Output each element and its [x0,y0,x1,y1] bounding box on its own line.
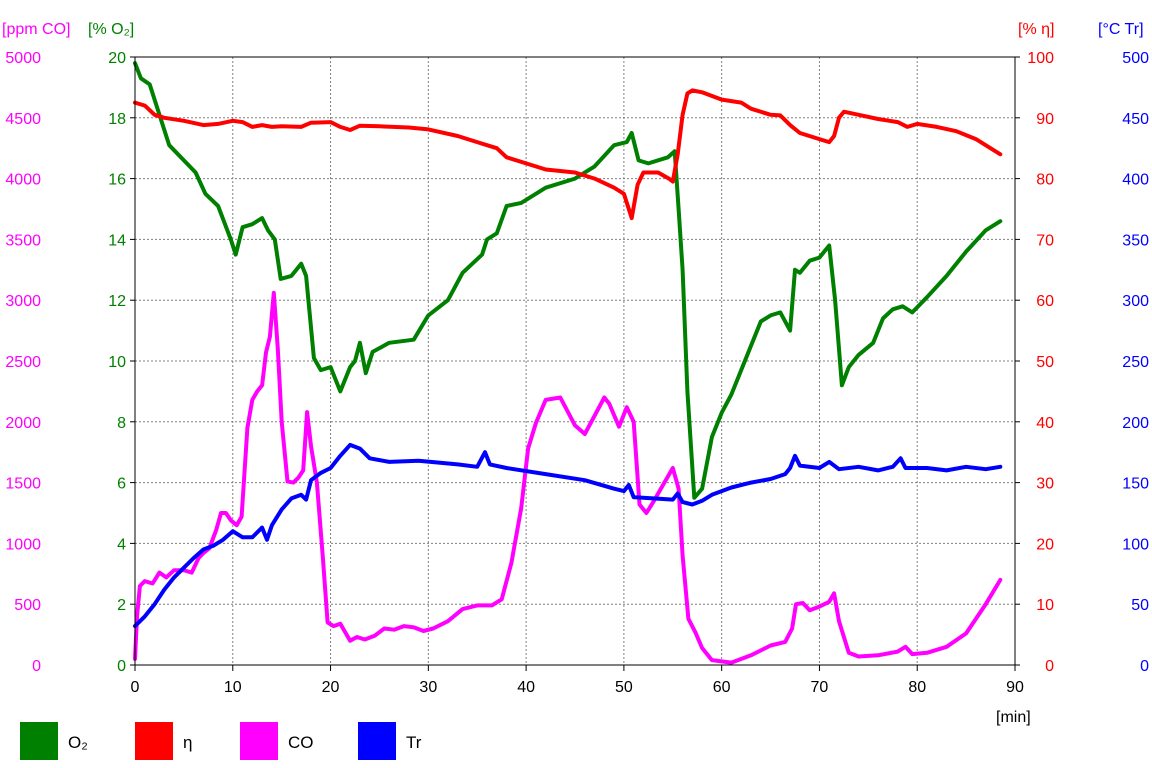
legend-swatch-co [240,722,278,760]
legend-swatch-o2 [20,722,58,760]
x-axis-label: [min] [996,709,1031,726]
series-line-eta [133,88,1003,221]
tr-tick-label: 50 [1131,597,1149,614]
x-tick-label: 60 [713,679,731,696]
series-line-tr [133,442,1003,629]
co-tick-label: 1000 [5,536,41,553]
eta-tick-label: 80 [1036,172,1054,189]
x-tick-label: 30 [419,679,437,696]
o2-tick-label: 12 [108,293,126,310]
x-tick-label: 0 [131,679,140,696]
eta-tick-label: 40 [1036,415,1054,432]
co-tick-label: 5000 [5,50,41,67]
tr-tick-label: 150 [1122,476,1149,493]
eta-axis-label: [% η] [1018,21,1054,38]
o2-tick-label: 6 [117,476,126,493]
legend-label-tr: Tr [406,733,422,752]
co-tick-label: 2500 [5,354,41,371]
o2-tick-label: 14 [108,232,126,249]
o2-tick-label: 0 [117,658,126,675]
axes-layer [130,56,1020,671]
x-tick-label: 80 [908,679,926,696]
eta-tick-label: 20 [1036,536,1054,553]
x-tick-label: 10 [224,679,242,696]
co-tick-label: 3000 [5,293,41,310]
co-tick-label: 500 [14,597,41,614]
legend-swatch-eta [135,722,173,760]
x-tick-label: 50 [615,679,633,696]
x-tick-label: 20 [322,679,340,696]
o2-tick-label: 2 [117,597,126,614]
co-tick-label: 1500 [5,476,41,493]
legend: O₂ η CO Tr [20,722,422,760]
series-layer [133,61,1003,665]
legend-label-co: CO [288,733,314,752]
tick-labels: 0 10 20 30 40 50 60 70 80 90050010001500200025003… [5,50,1149,696]
legend-label-o2: O₂ [68,733,88,752]
o2-tick-label: 10 [108,354,126,371]
tr-tick-label: 450 [1122,111,1149,128]
tr-tick-label: 400 [1122,172,1149,189]
x-tick-label: 70 [811,679,829,696]
x-tick-label: 40 [517,679,535,696]
series-line-co [133,290,1003,665]
tr-axis-label: [°C Tr] [1098,21,1144,38]
o2-tick-label: 16 [108,172,126,189]
eta-tick-label: 70 [1036,232,1054,249]
o2-tick-label: 8 [117,415,126,432]
co-tick-label: 3500 [5,232,41,249]
tr-tick-label: 100 [1122,536,1149,553]
x-tick-label: 90 [1006,679,1024,696]
eta-tick-label: 90 [1036,111,1054,128]
o2-tick-label: 20 [108,50,126,67]
tr-tick-label: 250 [1122,354,1149,371]
eta-tick-label: 100 [1027,50,1054,67]
eta-tick-label: 30 [1036,476,1054,493]
co-tick-label: 0 [32,658,41,675]
o2-tick-label: 18 [108,111,126,128]
eta-tick-label: 50 [1036,354,1054,371]
eta-tick-label: 0 [1045,658,1054,675]
tr-tick-label: 500 [1122,50,1149,67]
legend-label-eta: η [183,733,192,752]
series-line-o2 [133,61,1003,500]
tr-tick-label: 300 [1122,293,1149,310]
eta-tick-label: 10 [1036,597,1054,614]
co-tick-label: 4500 [5,111,41,128]
co-tick-label: 2000 [5,415,41,432]
o2-tick-label: 4 [117,536,126,553]
legend-swatch-tr [358,722,396,760]
tr-tick-label: 350 [1122,232,1149,249]
co-axis-label: [ppm CO] [2,21,70,38]
eta-tick-label: 60 [1036,293,1054,310]
tr-tick-label: 0 [1140,658,1149,675]
tr-tick-label: 200 [1122,415,1149,432]
o2-axis-label: [% O₂] [88,21,134,38]
co-tick-label: 4000 [5,172,41,189]
